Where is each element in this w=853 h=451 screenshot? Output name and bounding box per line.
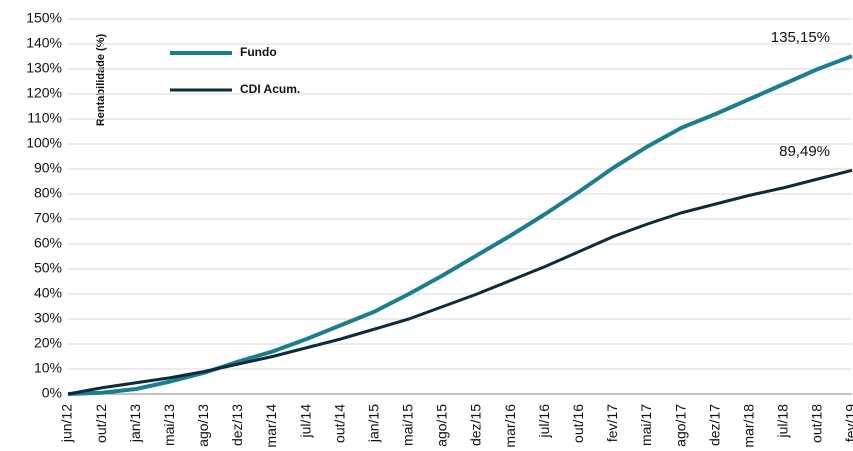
x-tick-label: mai/15 — [400, 404, 416, 446]
series-line — [67, 54, 853, 396]
y-tick-label: 100% — [26, 135, 62, 151]
y-tick-label: 120% — [26, 85, 62, 101]
x-tick-label: jan/13 — [127, 404, 143, 443]
x-tick-label: ago/13 — [195, 404, 211, 447]
x-tick-label: dez/17 — [706, 404, 722, 446]
x-tick-label: jul/18 — [775, 404, 791, 439]
legend-label: Fundo — [240, 45, 277, 59]
y-tick-label: 0% — [42, 385, 62, 401]
series-line — [67, 168, 853, 396]
y-tick-label: 130% — [26, 60, 62, 76]
x-tick-label: dez/15 — [468, 404, 484, 446]
x-tick-label: mar/18 — [740, 404, 756, 448]
y-axis-label: Rentabilidade (%) — [95, 34, 107, 127]
y-tick-label: 80% — [34, 185, 62, 201]
y-tick-label: 110% — [27, 110, 62, 126]
x-tick-label: fev/19 — [843, 404, 853, 442]
annotation: 135,15% — [771, 29, 830, 46]
x-tick-label: ago/15 — [434, 404, 450, 447]
y-tick-label: 150% — [26, 10, 62, 26]
legend-label: CDI Acum. — [240, 82, 300, 96]
x-tick-label: mar/14 — [263, 404, 279, 448]
y-tick-label: 20% — [34, 335, 62, 351]
y-tick-label: 50% — [34, 260, 62, 276]
y-tick-label: 40% — [34, 285, 62, 301]
x-tick-label: jul/16 — [536, 404, 552, 439]
x-tick-label: ago/17 — [672, 404, 688, 447]
y-tick-label: 70% — [34, 210, 62, 226]
x-tick-label: jan/15 — [365, 404, 381, 443]
x-tick-label: mai/13 — [161, 404, 177, 446]
x-tick-label: out/14 — [331, 404, 347, 443]
x-tick-label: mar/16 — [502, 404, 518, 448]
x-tick-label: mai/17 — [638, 404, 654, 446]
y-tick-label: 10% — [34, 360, 62, 376]
x-tick-label: dez/13 — [229, 404, 245, 446]
y-tick-label: 30% — [34, 310, 62, 326]
y-tick-label: 60% — [34, 235, 62, 251]
x-tick-label: jun/12 — [59, 404, 75, 443]
annotation: 89,49% — [779, 143, 830, 160]
x-tick-label: out/12 — [93, 404, 109, 443]
x-tick-label: out/18 — [809, 404, 825, 443]
x-tick-label: jul/14 — [297, 404, 313, 439]
y-tick-label: 90% — [34, 160, 62, 176]
y-tick-label: 140% — [26, 35, 62, 51]
x-tick-label: fev/17 — [604, 404, 620, 442]
x-tick-label: out/16 — [570, 404, 586, 443]
